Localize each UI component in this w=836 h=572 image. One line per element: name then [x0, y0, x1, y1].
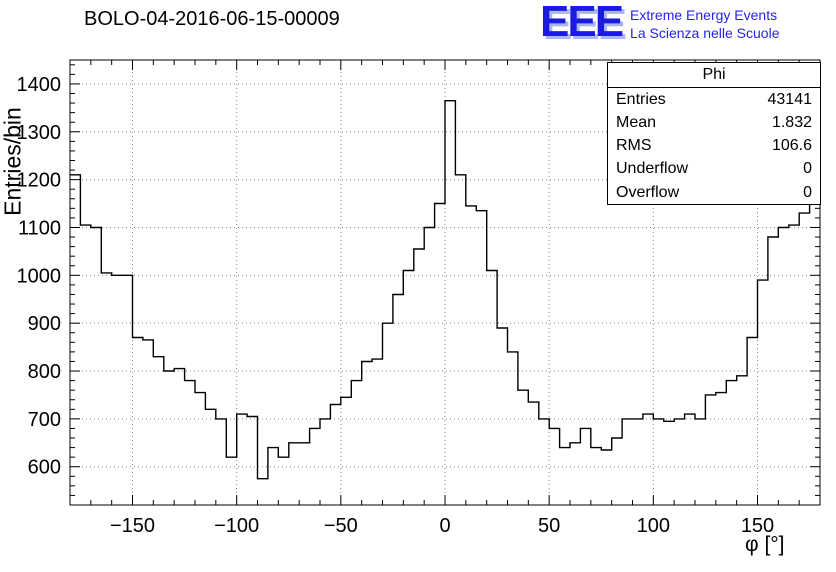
stats-title: Phi	[608, 63, 820, 89]
eee-logo-letters: EEE	[540, 0, 624, 46]
svg-text:50: 50	[538, 515, 560, 537]
eee-logo-line2: La Scienza nelle Scuole	[630, 25, 780, 42]
svg-text:800: 800	[28, 361, 61, 383]
stat-label: Overflow	[616, 183, 680, 201]
stat-value: 0	[803, 160, 812, 178]
eee-logo-caption: Extreme Energy Events La Scienza nelle S…	[630, 6, 779, 42]
svg-text:0: 0	[439, 515, 450, 537]
svg-text:700: 700	[28, 409, 61, 431]
stats-row-overflow: Overflow 0	[608, 181, 820, 204]
svg-text:150: 150	[741, 515, 774, 537]
svg-text:100: 100	[637, 515, 670, 537]
stat-value: 106.6	[771, 137, 812, 155]
stats-row-rms: RMS 106.6	[608, 134, 820, 157]
stat-label: Entries	[616, 91, 666, 109]
y-axis-label: Entries/bin	[0, 107, 26, 216]
stats-row-entries: Entries 43141	[608, 88, 820, 111]
svg-text:900: 900	[28, 313, 61, 335]
svg-text:1100: 1100	[18, 217, 61, 239]
svg-text:−50: −50	[324, 515, 358, 537]
svg-text:−150: −150	[110, 515, 155, 537]
stat-label: Mean	[616, 114, 657, 132]
stats-box: Phi Entries 43141 Mean 1.832 RMS 106.6 U…	[607, 62, 821, 205]
eee-logo-line1: Extreme Energy Events	[630, 7, 778, 23]
x-axis-label: φ [°]	[745, 533, 785, 556]
svg-text:1400: 1400	[17, 74, 62, 96]
svg-text:600: 600	[28, 457, 61, 479]
stat-value: 0	[803, 183, 812, 201]
svg-text:1200: 1200	[17, 170, 62, 192]
stats-row-mean: Mean 1.832	[608, 111, 820, 134]
svg-text:1300: 1300	[17, 122, 62, 144]
plot-title: BOLO-04-2016-06-15-00009	[84, 8, 340, 30]
stat-value: 1.832	[771, 114, 812, 132]
svg-text:1000: 1000	[17, 265, 62, 287]
histogram-series	[70, 100, 820, 480]
stat-label: Underflow	[616, 160, 689, 178]
eee-logo: EEE Extreme Energy Events La Scienza nel…	[540, 0, 779, 46]
stat-label: RMS	[616, 137, 652, 155]
stat-value: 43141	[767, 91, 813, 109]
stats-row-underflow: Underflow 0	[608, 157, 820, 180]
axis-ticks	[69, 60, 821, 506]
svg-text:−100: −100	[214, 515, 259, 537]
